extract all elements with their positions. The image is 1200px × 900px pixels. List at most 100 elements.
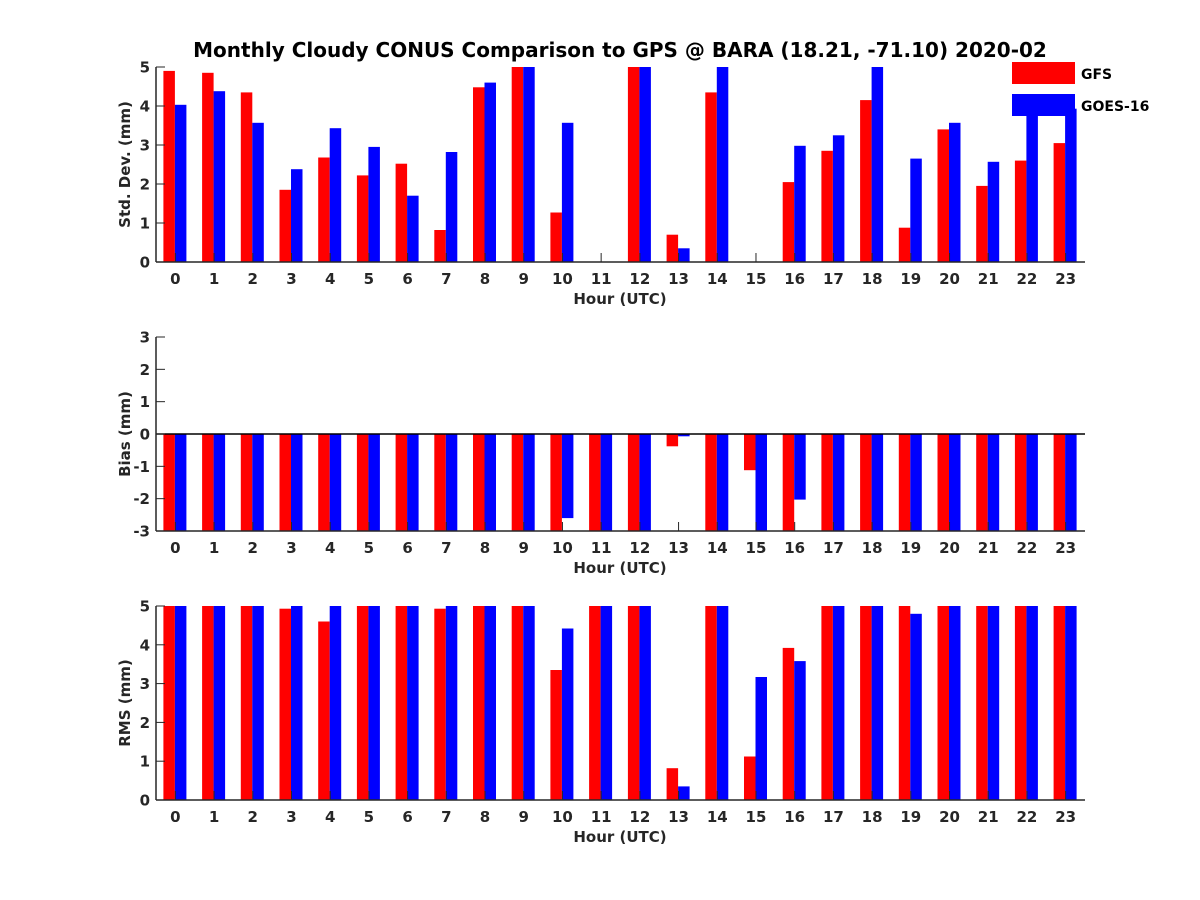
rms-bar-gfs-14 <box>705 606 717 800</box>
rms-bar-goes16-4 <box>329 606 342 800</box>
bias-bar-goes16-10 <box>561 434 574 519</box>
bias-xtick-label: 16 <box>784 539 805 557</box>
bias-bar-goes16-6 <box>407 434 419 531</box>
bias-bar-goes16-15 <box>755 434 767 531</box>
std-dev-bar-goes16-4 <box>329 128 342 262</box>
bias-bar-goes16-13 <box>678 434 690 437</box>
rms-bar-gfs-0 <box>163 606 175 800</box>
bias-bar-goes16-5 <box>368 434 380 531</box>
rms-bar-gfs-9 <box>511 606 524 800</box>
rms-xtick-label: 17 <box>823 808 844 826</box>
bias-xtick-label: 1 <box>209 539 219 557</box>
rms-xtick-label: 15 <box>746 808 767 826</box>
rms-bar-gfs-11 <box>589 606 601 800</box>
bias-bar-goes16-14 <box>716 434 729 531</box>
std-dev-xtick-label: 4 <box>325 270 335 288</box>
bias-bar-goes16-7 <box>445 434 458 531</box>
rms-bar-goes16-13 <box>678 786 690 800</box>
std-dev-bar-gfs-23 <box>1053 143 1066 262</box>
std-dev-bar-gfs-3 <box>279 189 291 262</box>
rms-ytick-label: 0 <box>140 792 150 810</box>
std-dev-bar-gfs-5 <box>356 175 369 262</box>
rms-bar-goes16-15 <box>755 677 767 800</box>
bias-bar-gfs-0 <box>163 434 175 531</box>
rms-bar-goes16-18 <box>871 606 884 800</box>
bias-ytick-label: 0 <box>140 426 150 444</box>
bias-bar-gfs-9 <box>511 434 524 531</box>
std-dev-bar-gfs-7 <box>434 230 446 262</box>
bias-bar-gfs-18 <box>860 434 872 531</box>
rms-xtick-label: 12 <box>629 808 650 826</box>
bias-bar-gfs-16 <box>782 434 795 531</box>
bias-xtick-label: 7 <box>441 539 451 557</box>
rms-bar-goes16-22 <box>1026 606 1038 800</box>
bias-bar-goes16-12 <box>639 434 651 531</box>
bias-ytick-label: -3 <box>133 523 150 541</box>
bias-bar-goes16-8 <box>484 434 496 531</box>
bias-xlabel: Hour (UTC) <box>573 559 666 577</box>
rms-ytick-label: 5 <box>140 598 150 616</box>
rms-bar-gfs-4 <box>318 621 330 800</box>
bias-bar-gfs-2 <box>240 434 253 531</box>
std-dev-xtick-label: 14 <box>707 270 728 288</box>
bias-xtick-label: 21 <box>978 539 999 557</box>
bias-xtick-label: 20 <box>939 539 960 557</box>
bias-bar-goes16-2 <box>252 434 264 531</box>
bias-xtick-label: 5 <box>364 539 374 557</box>
rms-bar-goes16-3 <box>291 606 303 800</box>
bias-xtick-label: 13 <box>668 539 689 557</box>
bias-xtick-label: 11 <box>591 539 612 557</box>
bias-bar-gfs-10 <box>550 434 562 531</box>
bias-xtick-label: 6 <box>402 539 412 557</box>
rms-bar-gfs-16 <box>782 647 795 800</box>
std-dev-bar-gfs-1 <box>202 72 214 262</box>
bias-xtick-label: 0 <box>170 539 180 557</box>
bias-bar-gfs-13 <box>666 434 679 447</box>
std-dev-bar-gfs-0 <box>163 70 175 263</box>
bias-bar-gfs-21 <box>976 434 988 531</box>
std-dev-bar-goes16-17 <box>832 135 845 263</box>
rms-bar-gfs-5 <box>356 606 369 800</box>
std-dev-bar-gfs-10 <box>550 212 562 262</box>
rms-ytick-label: 4 <box>140 636 150 654</box>
std-dev-bar-gfs-13 <box>666 234 679 262</box>
rms-bar-goes16-5 <box>368 606 380 800</box>
rms-bar-goes16-21 <box>987 606 1000 800</box>
bias-ytick-label: 2 <box>140 361 150 379</box>
bias-bar-gfs-3 <box>279 434 291 531</box>
bias-bar-goes16-9 <box>523 434 535 531</box>
rms-xtick-label: 20 <box>939 808 960 826</box>
std-dev-bar-goes16-5 <box>368 146 380 262</box>
bias-bar-goes16-20 <box>949 434 961 531</box>
bias-xtick-label: 12 <box>629 539 650 557</box>
rms-xtick-label: 2 <box>248 808 258 826</box>
std-dev-xtick-label: 16 <box>784 270 805 288</box>
bias-bar-goes16-3 <box>291 434 303 531</box>
bias-bar-gfs-7 <box>434 434 446 531</box>
rms-xtick-label: 10 <box>552 808 573 826</box>
std-dev-xtick-label: 17 <box>823 270 844 288</box>
bias-xtick-label: 14 <box>707 539 728 557</box>
std-dev-xtick-label: 21 <box>978 270 999 288</box>
std-dev-xtick-label: 1 <box>209 270 219 288</box>
legend: GFS GOES-16 <box>1012 62 1149 116</box>
std-dev-bar-goes16-2 <box>252 122 264 262</box>
rms-bar-gfs-7 <box>434 608 446 800</box>
std-dev-bar-goes16-0 <box>174 104 187 262</box>
bias-xtick-label: 18 <box>862 539 883 557</box>
std-dev-bar-goes16-1 <box>213 91 226 262</box>
std-dev-xtick-label: 10 <box>552 270 573 288</box>
rms-bar-goes16-1 <box>213 606 226 800</box>
bias-bar-gfs-22 <box>1014 434 1027 531</box>
std-dev-bar-goes16-22 <box>1026 103 1038 262</box>
std-dev-bar-goes16-18 <box>871 67 884 262</box>
bias-bar-gfs-4 <box>318 434 330 531</box>
rms-bar-gfs-1 <box>202 606 214 800</box>
bias-bar-goes16-16 <box>794 434 806 500</box>
std-dev-xtick-label: 0 <box>170 270 180 288</box>
std-dev-bar-goes16-21 <box>987 161 1000 262</box>
legend-swatch-gfs <box>1012 62 1075 84</box>
rms-xtick-label: 21 <box>978 808 999 826</box>
std-dev-ylabel: Std. Dev. (mm) <box>116 101 134 228</box>
